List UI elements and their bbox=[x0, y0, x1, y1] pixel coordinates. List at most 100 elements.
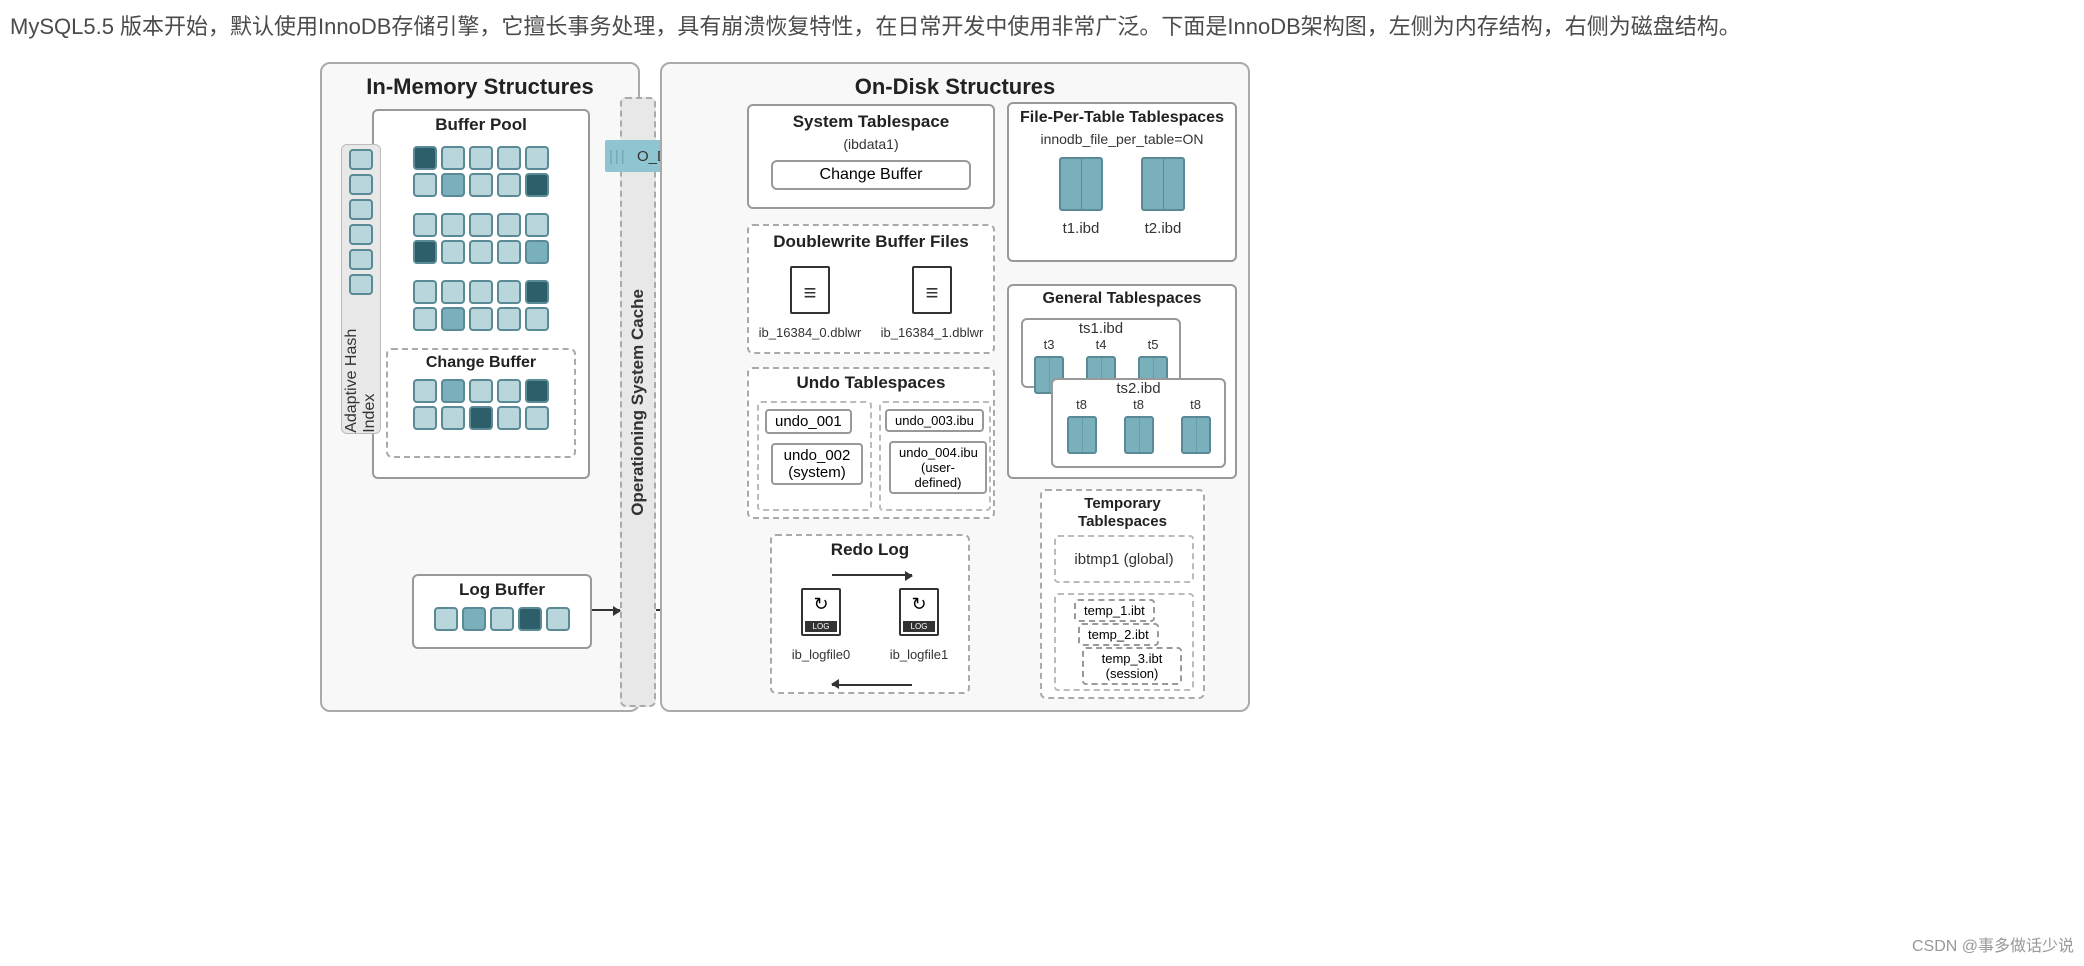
buffer-cell bbox=[413, 240, 437, 264]
in-memory-panel: In-Memory Structures Buffer Pool Change … bbox=[320, 62, 640, 712]
fpt-t2-label: t2.ibd bbox=[1137, 220, 1189, 237]
ahi-cell bbox=[349, 199, 373, 220]
buffer-cell bbox=[497, 213, 521, 237]
buffer-cell bbox=[441, 173, 465, 197]
tempts-title: Temporary Tablespaces bbox=[1042, 491, 1203, 535]
buffer-pool-box: Buffer Pool Change Buffer bbox=[372, 109, 590, 479]
gents-t8a: t8 bbox=[1063, 397, 1101, 463]
redo-f2: ib_logfile1 bbox=[890, 582, 949, 662]
undo-004: undo_004.ibu (user-defined) bbox=[889, 441, 987, 494]
on-disk-panel: On-Disk Structures System Tablespace (ib… bbox=[660, 62, 1250, 712]
undo-002: undo_002 (system) bbox=[771, 443, 863, 485]
dblwr-f1: ib_16384_0.dblwr bbox=[759, 260, 862, 340]
ahi-cell bbox=[349, 224, 373, 245]
tempts-s2: temp_2.ibt bbox=[1078, 623, 1159, 646]
buffer-cell bbox=[469, 379, 493, 403]
change-buffer-grid bbox=[388, 379, 574, 430]
buffer-cell bbox=[525, 213, 549, 237]
table-icon bbox=[1059, 157, 1103, 211]
innodb-architecture-diagram: In-Memory Structures Buffer Pool Change … bbox=[320, 62, 1250, 717]
buffer-cell bbox=[469, 240, 493, 264]
buffer-cell bbox=[462, 607, 486, 631]
buffer-cell bbox=[469, 307, 493, 331]
on-disk-title: On-Disk Structures bbox=[662, 64, 1248, 106]
gents-ts1-label: ts1.ibd bbox=[1023, 320, 1179, 337]
os-cache-label: Operationing System Cache bbox=[628, 289, 648, 516]
buffer-cell bbox=[497, 280, 521, 304]
ahi-cell bbox=[349, 249, 373, 270]
table-icon bbox=[1124, 416, 1154, 454]
buffer-cell bbox=[497, 406, 521, 430]
buffer-cell bbox=[441, 240, 465, 264]
buffer-cell bbox=[518, 607, 542, 631]
undo-title: Undo Tablespaces bbox=[749, 369, 993, 397]
intro-text: MySQL5.5 版本开始，默认使用InnoDB存储引擎，它擅长事务处理，具有崩… bbox=[0, 0, 2084, 54]
buffer-cell bbox=[497, 240, 521, 264]
os-cache: Operationing System Cache bbox=[620, 97, 656, 707]
doublewrite-buffer: Doublewrite Buffer Files ib_16384_0.dblw… bbox=[747, 224, 995, 354]
log-buffer-grid bbox=[414, 607, 590, 631]
buffer-cell bbox=[413, 406, 437, 430]
gents-ts2: ts2.ibd t8 t8 t8 bbox=[1051, 378, 1226, 468]
buffer-cell bbox=[441, 146, 465, 170]
buffer-cell bbox=[434, 607, 458, 631]
buffer-cell bbox=[525, 307, 549, 331]
buffer-pool-title: Buffer Pool bbox=[374, 111, 588, 139]
buffer-cell bbox=[525, 146, 549, 170]
fpt-title: File-Per-Table Tablespaces bbox=[1009, 104, 1235, 131]
buffer-cell bbox=[413, 307, 437, 331]
file-icon bbox=[790, 266, 830, 314]
gents-t8b: t8 bbox=[1120, 397, 1158, 463]
buffer-cell bbox=[525, 379, 549, 403]
fpt-t1: t1.ibd bbox=[1055, 153, 1107, 237]
buffer-cell bbox=[525, 406, 549, 430]
gents-t8c: t8 bbox=[1177, 397, 1215, 463]
buffer-cell bbox=[441, 379, 465, 403]
system-tablespace: System Tablespace (ibdata1) Change Buffe… bbox=[747, 104, 995, 209]
dblwr-f2: ib_16384_1.dblwr bbox=[881, 260, 984, 340]
buffer-cell bbox=[497, 173, 521, 197]
buffer-cell bbox=[441, 213, 465, 237]
buffer-cell bbox=[413, 280, 437, 304]
log-buffer-box: Log Buffer bbox=[412, 574, 592, 649]
tempts-s3: temp_3.ibt (session) bbox=[1082, 647, 1182, 685]
undo-tablespaces: Undo Tablespaces undo_001 undo_002 (syst… bbox=[747, 367, 995, 519]
ahi-cell bbox=[349, 149, 373, 170]
buffer-cell bbox=[441, 406, 465, 430]
redo-f1: ib_logfile0 bbox=[792, 582, 851, 662]
buffer-cell bbox=[497, 146, 521, 170]
system-ts-changebuf: Change Buffer bbox=[771, 160, 971, 190]
buffer-cell bbox=[413, 213, 437, 237]
buffer-pool-grid bbox=[374, 139, 588, 338]
undo-system-group: undo_001 undo_002 (system) bbox=[757, 401, 872, 511]
in-memory-title: In-Memory Structures bbox=[322, 64, 638, 106]
dblwr-title: Doublewrite Buffer Files bbox=[749, 226, 993, 256]
redo-arrow-top bbox=[832, 574, 912, 576]
ahi-label: Adaptive Hash Index bbox=[343, 307, 379, 433]
temporary-tablespaces: Temporary Tablespaces ibtmp1 (global) te… bbox=[1040, 489, 1205, 699]
tempts-session: temp_1.ibt temp_2.ibt temp_3.ibt (sessio… bbox=[1054, 593, 1194, 691]
buffer-cell bbox=[413, 146, 437, 170]
tempts-s1: temp_1.ibt bbox=[1074, 599, 1155, 622]
arrow-logbuf-osc bbox=[592, 609, 620, 611]
buffer-cell bbox=[469, 213, 493, 237]
fpt-sub: innodb_file_per_table=ON bbox=[1009, 131, 1235, 147]
change-buffer-title: Change Buffer bbox=[388, 350, 574, 376]
fpt-t2: t2.ibd bbox=[1137, 153, 1189, 237]
undo-user-group: undo_003.ibu undo_004.ibu (user-defined) bbox=[879, 401, 991, 511]
system-ts-sub: (ibdata1) bbox=[749, 136, 993, 152]
general-tablespaces: General Tablespaces ts1.ibd t3 t4 t5 ts2… bbox=[1007, 284, 1237, 479]
file-per-table-ts: File-Per-Table Tablespaces innodb_file_p… bbox=[1007, 102, 1237, 262]
buffer-cell bbox=[525, 280, 549, 304]
tempts-global: ibtmp1 (global) bbox=[1054, 535, 1194, 583]
buffer-cell bbox=[441, 307, 465, 331]
log-icon bbox=[801, 588, 841, 636]
redo-title: Redo Log bbox=[772, 536, 968, 564]
file-icon bbox=[912, 266, 952, 314]
buffer-cell bbox=[497, 307, 521, 331]
redo-arrow-bottom bbox=[832, 684, 912, 686]
system-ts-title: System Tablespace bbox=[749, 108, 993, 136]
undo-003: undo_003.ibu bbox=[885, 409, 984, 432]
undo-001: undo_001 bbox=[765, 409, 852, 434]
buffer-cell bbox=[525, 173, 549, 197]
